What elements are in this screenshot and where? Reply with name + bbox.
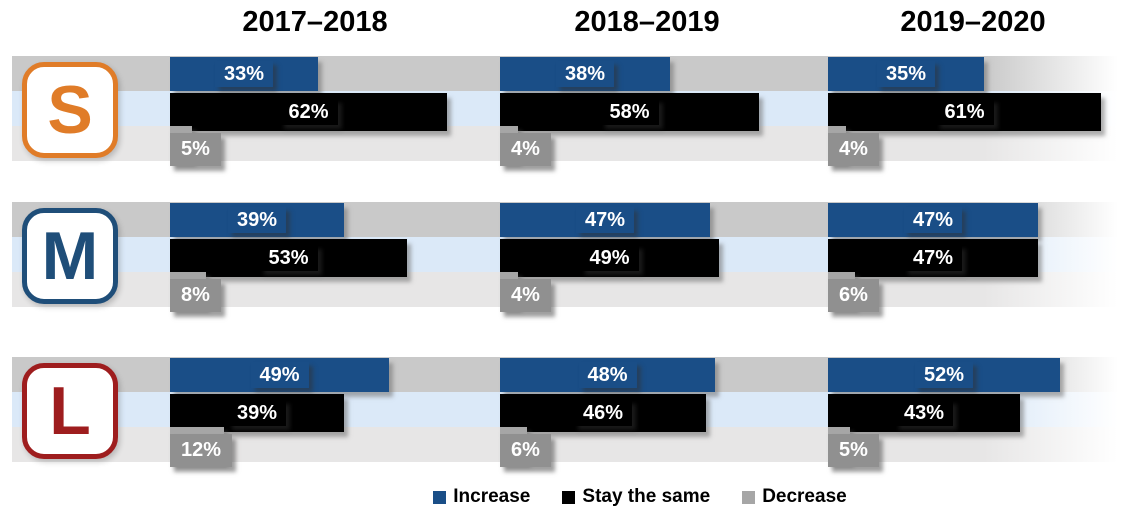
row-icon-small: S xyxy=(22,62,118,158)
bar-value-label: 33% xyxy=(214,61,274,87)
bar-value-label: 5% xyxy=(828,434,879,467)
bar-value-label: 35% xyxy=(876,61,936,87)
bar-value-label: 4% xyxy=(500,279,551,312)
bar-value-label: 38% xyxy=(555,61,615,87)
column-header-1: 2017–2018 xyxy=(242,6,388,38)
legend-item-decrease: Decrease xyxy=(742,486,847,508)
bar-value-label: 49% xyxy=(580,245,639,271)
bar-value-label: 6% xyxy=(500,434,551,467)
bar-value-label: 47% xyxy=(903,245,963,271)
row-icon-small-letter: S xyxy=(47,72,93,148)
bar-value-label: 62% xyxy=(279,99,338,125)
bar-increase: 35% xyxy=(828,57,984,91)
bar-increase: 48% xyxy=(500,358,715,392)
column-header-3: 2019–2020 xyxy=(900,6,1046,38)
bar-increase: 38% xyxy=(500,57,670,91)
legend-label-stay-the-same: Stay the same xyxy=(582,486,711,507)
bar-stay-the-same: 62% xyxy=(170,93,447,131)
bar-increase: 33% xyxy=(170,57,318,91)
bar-stay-the-same: 46% xyxy=(500,394,706,432)
bar-value-label: 4% xyxy=(500,133,551,166)
bar-value-label: 46% xyxy=(573,400,633,426)
bar-increase: 47% xyxy=(828,203,1038,237)
bar-value-label: 5% xyxy=(170,133,221,166)
bar-value-label: 48% xyxy=(578,362,637,388)
column-header-2: 2018–2019 xyxy=(574,6,720,38)
bar-value-label: 47% xyxy=(575,207,635,233)
bar-stay-the-same: 61% xyxy=(828,93,1101,131)
bar-value-label: 39% xyxy=(227,400,287,426)
legend-swatch-decrease-icon xyxy=(742,490,756,504)
bar-increase: 49% xyxy=(170,358,389,392)
legend-item-stay-the-same: Stay the same xyxy=(562,486,710,508)
bar-value-label: 43% xyxy=(894,400,954,426)
bar-value-label: 47% xyxy=(903,207,963,233)
bar-value-label: 39% xyxy=(227,207,287,233)
bar-value-label: 53% xyxy=(259,245,318,271)
bar-stay-the-same: 58% xyxy=(500,93,759,131)
bar-value-label: 58% xyxy=(600,99,659,125)
bar-value-label: 52% xyxy=(914,362,974,388)
row-icon-medium-letter: M xyxy=(41,218,99,294)
row-icon-large: L xyxy=(22,363,118,459)
legend-label-decrease: Decrease xyxy=(762,486,847,507)
legend-label-increase: Increase xyxy=(453,486,531,507)
bar-stay-the-same: 47% xyxy=(828,239,1038,277)
bar-increase: 52% xyxy=(828,358,1060,392)
legend-swatch-stay-the-same-icon xyxy=(562,490,576,504)
row-icon-large-letter: L xyxy=(49,373,91,449)
bar-value-label: 4% xyxy=(828,133,879,166)
bar-increase: 47% xyxy=(500,203,710,237)
bar-value-label: 8% xyxy=(170,279,221,312)
bar-stay-the-same: 49% xyxy=(500,239,719,277)
legend-swatch-increase-icon xyxy=(433,490,447,504)
bar-value-label: 49% xyxy=(250,362,309,388)
bar-value-label: 12% xyxy=(170,434,233,467)
bar-increase: 39% xyxy=(170,203,344,237)
bar-stay-the-same: 53% xyxy=(170,239,407,277)
row-icon-medium: M xyxy=(22,208,118,304)
legend-item-increase: Increase xyxy=(433,486,530,508)
bar-value-label: 6% xyxy=(828,279,879,312)
bar-stay-the-same: 39% xyxy=(170,394,344,432)
bar-stay-the-same: 43% xyxy=(828,394,1020,432)
legend: Increase Stay the same Decrease xyxy=(170,482,1110,512)
bar-value-label: 61% xyxy=(935,99,994,125)
